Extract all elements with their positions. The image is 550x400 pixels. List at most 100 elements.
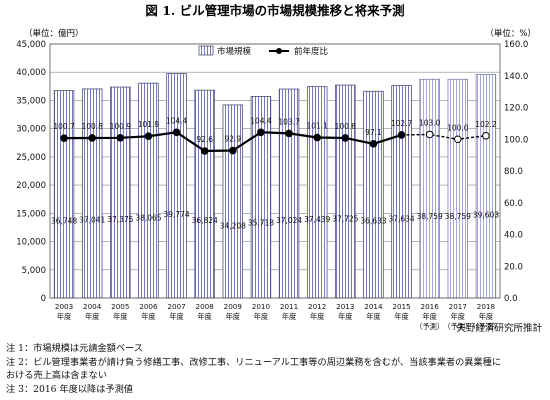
y-tick-label: 10,000 bbox=[16, 238, 46, 248]
bar bbox=[475, 74, 497, 299]
bar-value-label: 35,718 bbox=[248, 218, 274, 227]
line-point bbox=[257, 128, 265, 137]
footnote-1: 注 1：市場規模は元請金額ベース bbox=[6, 343, 143, 354]
line-point bbox=[397, 131, 406, 139]
x-tick-sublabel: 年度 bbox=[282, 312, 296, 321]
line-series bbox=[60, 128, 490, 155]
legend-line-marker bbox=[276, 48, 282, 54]
y-tick-label: 15,000 bbox=[16, 209, 46, 219]
bar-value-label: 36,824 bbox=[192, 216, 218, 225]
line-value-label: 92.6 bbox=[196, 135, 213, 144]
x-tick-sublabel: 年度 bbox=[254, 312, 268, 321]
bar bbox=[250, 96, 272, 299]
x-tick-label: 2018 bbox=[477, 302, 496, 311]
right-axis-unit: （単位：%） bbox=[485, 28, 536, 39]
line-value-label: 101.1 bbox=[306, 122, 328, 131]
y-tick-label: 45,000 bbox=[16, 40, 46, 50]
x-tick-label: 2009 bbox=[224, 302, 243, 311]
x-tick-label: 2003 bbox=[55, 302, 73, 311]
y2-tick-label: 140.0 bbox=[504, 72, 528, 82]
bar-value-label: 38,759 bbox=[445, 212, 471, 221]
x-tick-sublabel: 年度 bbox=[57, 312, 71, 321]
x-tick-label: 2005 bbox=[111, 302, 129, 311]
legend: 市場規模 前年度比 bbox=[198, 45, 328, 57]
footnote-2-continued: おける売上高は含まない bbox=[6, 370, 108, 381]
bar-value-label: 38,065 bbox=[135, 214, 161, 223]
line-value-label: 104.4 bbox=[166, 116, 188, 125]
y-tick-label: 35,000 bbox=[16, 96, 46, 106]
line-point bbox=[200, 147, 209, 155]
line-point bbox=[341, 134, 350, 142]
line-point bbox=[172, 128, 181, 137]
y2-tick-label: 160.0 bbox=[504, 40, 528, 50]
y2-tick-label: 120.0 bbox=[504, 104, 528, 114]
line-point bbox=[313, 133, 321, 142]
line-value-label: 103.7 bbox=[278, 117, 300, 126]
bar-value-label: 39,774 bbox=[163, 210, 189, 219]
chart: 図 1. ビル管理市場の市場規模推移と将来予測 （単位：億円） （単位：%） 0… bbox=[16, 3, 536, 331]
bar bbox=[166, 73, 187, 299]
line-point bbox=[425, 130, 434, 139]
x-tick-sublabel: 年度 bbox=[310, 312, 324, 321]
bar-series bbox=[53, 73, 497, 299]
x-tick-label: 2007 bbox=[167, 302, 185, 311]
line-value-label: 97.1 bbox=[365, 128, 382, 137]
bar-value-label: 37,024 bbox=[276, 216, 302, 225]
x-tick-label: 2016 bbox=[421, 302, 440, 311]
y2-tick-label: 100.0 bbox=[504, 135, 528, 145]
x-tick-label: 2006 bbox=[139, 302, 158, 311]
source-credit: 矢野経済研究所推計 bbox=[456, 323, 542, 334]
y-tick-label: 5,000 bbox=[22, 266, 46, 276]
bar-value-label: 37,439 bbox=[304, 215, 330, 224]
bar-value-label: 37,634 bbox=[388, 215, 414, 224]
bar-value-label: 37,725 bbox=[332, 214, 358, 223]
bar-value-label: 37,375 bbox=[107, 215, 133, 224]
x-tick-sublabel: 年度 bbox=[366, 312, 380, 321]
line-value-label: 102.2 bbox=[475, 120, 497, 129]
bar-value-label: 34,208 bbox=[220, 221, 246, 230]
x-tick-sublabel: 年度 bbox=[113, 312, 127, 321]
line-point bbox=[229, 146, 237, 155]
footnotes: 注 1：市場規模は元請金額ベース 注 2：ビル管理事業者が請け負う修繕工事、改修… bbox=[6, 342, 546, 396]
bar bbox=[363, 90, 384, 299]
x-tick-sublabel: 年度 bbox=[197, 312, 211, 321]
line-value-label: 104.4 bbox=[250, 116, 272, 125]
x-tick-label: 2017 bbox=[449, 302, 467, 311]
x-tick-label: 2004 bbox=[83, 302, 102, 311]
bar-value-label: 36,633 bbox=[360, 217, 386, 226]
line-value-label: 102.7 bbox=[391, 119, 413, 128]
bar-value-label: 37,041 bbox=[79, 216, 105, 225]
y2-tick-label: 60.0 bbox=[504, 199, 523, 209]
x-tick-label: 2008 bbox=[196, 302, 215, 311]
line-value-label: 100.8 bbox=[335, 122, 357, 131]
x-tick-label: 2010 bbox=[252, 302, 271, 311]
bar bbox=[81, 88, 103, 299]
x-tick-label: 2015 bbox=[392, 302, 410, 311]
line-point bbox=[369, 140, 378, 148]
footnote-2: 注 2：ビル管理事業者が請け負う修繕工事、改修工事、リニューアル工事等の周辺業務… bbox=[6, 356, 502, 368]
line-forecast bbox=[401, 133, 487, 140]
plot-frame bbox=[49, 43, 501, 299]
line-point bbox=[285, 129, 293, 138]
bar bbox=[391, 85, 412, 299]
left-axis-unit: （単位：億円） bbox=[24, 28, 84, 39]
legend-bar-label: 市場規模 bbox=[217, 46, 252, 57]
x-tick-forecast: （予測） bbox=[472, 322, 501, 331]
x-tick-label: 2012 bbox=[308, 302, 326, 311]
y-tick-label: 25,000 bbox=[16, 153, 46, 163]
line-value-label: 100.7 bbox=[53, 122, 75, 131]
footnote-3: 注 3：2016 年度以降は予測値 bbox=[6, 383, 133, 395]
y-tick-label: 20,000 bbox=[16, 181, 46, 191]
x-tick-sublabel: 年度 bbox=[85, 312, 99, 321]
x-tick-forecast: （予測） bbox=[415, 322, 444, 331]
line-value-label: 100.8 bbox=[81, 122, 103, 131]
line-value-label: 100.0 bbox=[447, 123, 469, 132]
line-point bbox=[454, 135, 462, 144]
y2-tick-label: 40.0 bbox=[504, 231, 523, 241]
line-point bbox=[144, 132, 153, 141]
bar bbox=[306, 86, 328, 299]
x-tick-label: 2013 bbox=[336, 302, 354, 311]
y-tick-label: 30,000 bbox=[16, 125, 46, 135]
bar bbox=[447, 78, 469, 299]
data-labels: 100.7 100.8 100.9 101.9 104.4 92.6 92.9 104.4 10… bbox=[51, 116, 499, 230]
